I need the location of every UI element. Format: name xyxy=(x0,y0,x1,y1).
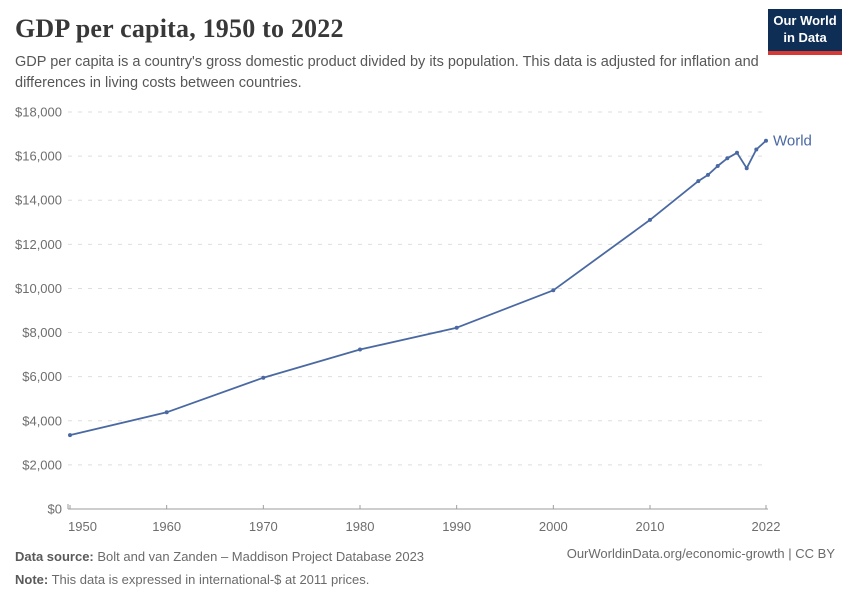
note-label: Note: xyxy=(15,572,49,587)
owid-logo[interactable]: Our World in Data xyxy=(768,9,842,55)
x-tick-label: 1960 xyxy=(152,519,181,534)
x-tick-label: 1950 xyxy=(68,519,97,534)
y-tick-label: $14,000 xyxy=(15,193,62,208)
data-point[interactable] xyxy=(744,166,749,171)
data-point[interactable] xyxy=(261,375,266,380)
y-tick-label: $10,000 xyxy=(15,281,62,296)
y-tick-label: $2,000 xyxy=(22,457,62,472)
y-tick-label: $12,000 xyxy=(15,237,62,252)
data-source-label: Data source: xyxy=(15,549,94,564)
x-tick-label: 2010 xyxy=(636,519,665,534)
owid-logo-line1: Our World xyxy=(773,13,837,29)
x-tick-label: 2022 xyxy=(752,519,781,534)
data-point[interactable] xyxy=(754,147,759,152)
data-point[interactable] xyxy=(358,347,362,352)
y-tick-label: $8,000 xyxy=(22,325,62,340)
data-point[interactable] xyxy=(454,325,459,330)
y-tick-label: $18,000 xyxy=(15,105,62,120)
attribution-link[interactable]: OurWorldinData.org/economic-growth | CC … xyxy=(566,546,835,561)
y-tick-label: $16,000 xyxy=(15,149,62,164)
note-text: This data is expressed in international-… xyxy=(48,572,370,587)
x-tick-label: 1980 xyxy=(346,519,375,534)
x-tick-label: 1970 xyxy=(249,519,278,534)
data-point[interactable] xyxy=(715,164,720,168)
data-point[interactable] xyxy=(764,138,768,143)
x-tick-label: 1990 xyxy=(442,519,471,534)
footer-notes: Data source: Bolt and van Zanden – Maddi… xyxy=(15,545,424,591)
data-point[interactable] xyxy=(725,156,730,161)
chart-subtitle: GDP per capita is a country's gross dome… xyxy=(15,54,759,91)
data-point[interactable] xyxy=(164,410,169,415)
x-tick-label: 2000 xyxy=(539,519,568,534)
data-point[interactable] xyxy=(648,217,652,222)
data-point[interactable] xyxy=(68,433,72,438)
series-label: World xyxy=(773,133,812,150)
data-point[interactable] xyxy=(696,179,701,184)
owid-logo-line2: in Data xyxy=(783,30,827,45)
y-tick-label: $4,000 xyxy=(22,413,62,428)
y-tick-label: $0 xyxy=(48,502,62,517)
data-source-text: Bolt and van Zanden – Maddison Project D… xyxy=(93,549,425,564)
data-point[interactable] xyxy=(706,172,710,177)
data-point[interactable] xyxy=(735,150,739,155)
y-tick-label: $6,000 xyxy=(22,369,62,384)
world-line[interactable] xyxy=(69,139,767,437)
note-line: Note: This data is expressed in internat… xyxy=(15,568,424,591)
page-title: GDP per capita, 1950 to 2022 xyxy=(15,14,344,43)
data-point[interactable] xyxy=(551,288,556,293)
data-source-line: Data source: Bolt and van Zanden – Maddi… xyxy=(15,545,424,568)
